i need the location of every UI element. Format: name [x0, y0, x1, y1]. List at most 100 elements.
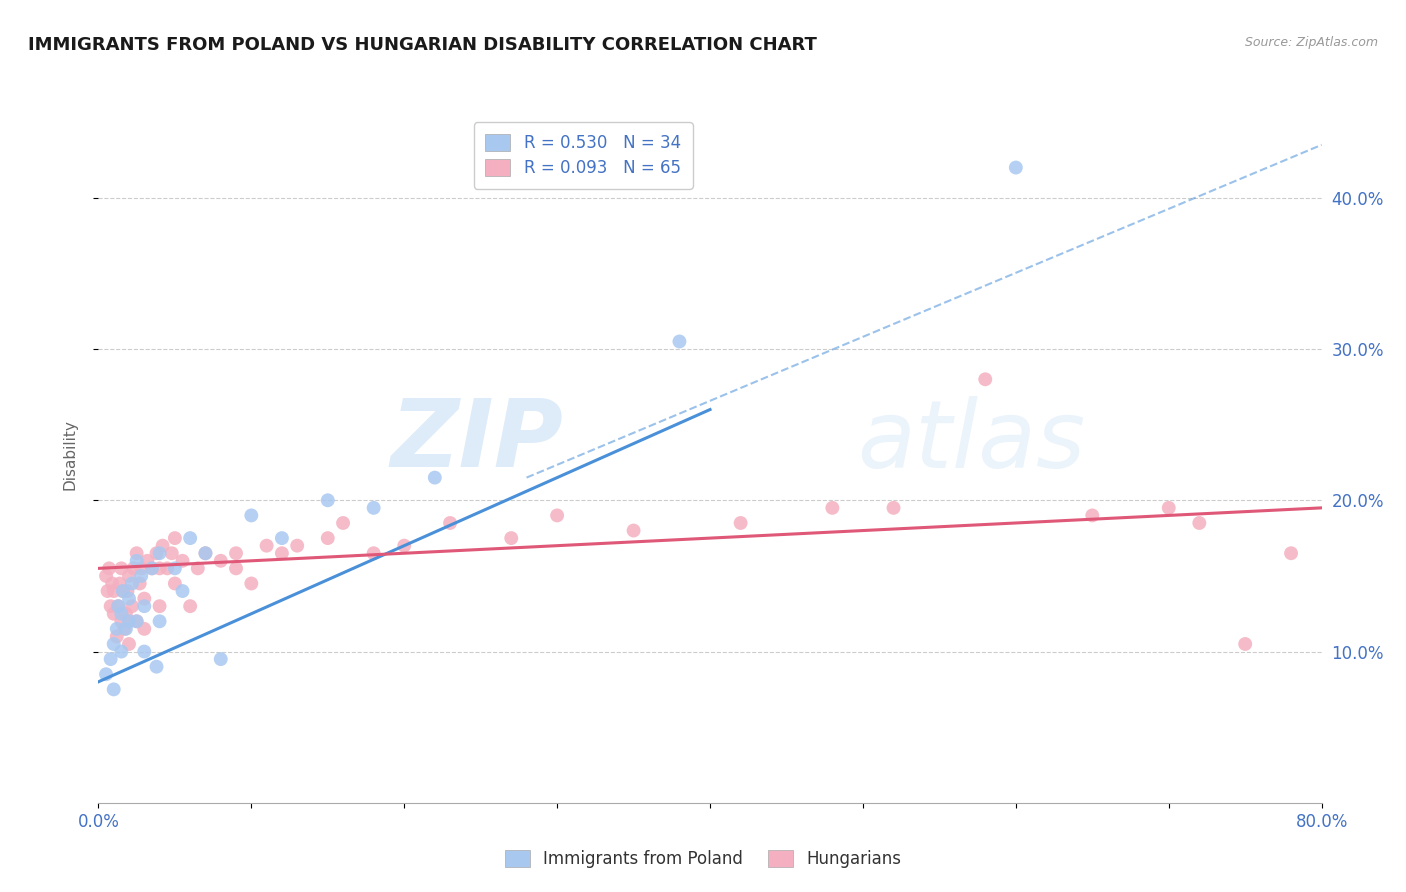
Point [363, 500, 385, 515]
Point [730, 516, 752, 530]
Point [225, 561, 247, 575]
Point [1234, 637, 1257, 651]
Point [94, 569, 117, 583]
Point [285, 539, 308, 553]
Point [110, 615, 132, 629]
Point [117, 584, 139, 599]
Point [974, 372, 997, 386]
Point [1188, 516, 1211, 530]
Legend: R = 0.530   N = 34, R = 0.093   N = 65: R = 0.530 N = 34, R = 0.093 N = 65 [474, 122, 693, 189]
Point [172, 554, 194, 568]
Point [134, 599, 156, 614]
Point [145, 659, 167, 673]
Point [103, 607, 125, 621]
Point [883, 500, 905, 515]
Point [94, 667, 117, 681]
Point [149, 561, 172, 575]
Point [134, 622, 156, 636]
Point [107, 599, 129, 614]
Point [107, 599, 129, 614]
Point [122, 561, 145, 575]
Point [172, 584, 194, 599]
Point [97, 584, 120, 599]
Point [163, 531, 186, 545]
Point [110, 607, 132, 621]
Point [121, 576, 143, 591]
Legend: Immigrants from Poland, Hungarians: Immigrants from Poland, Hungarians [498, 843, 908, 875]
Point [194, 546, 217, 560]
Point [1157, 500, 1180, 515]
Point [145, 546, 167, 560]
Point [100, 652, 122, 666]
Point [149, 546, 172, 560]
Point [209, 652, 232, 666]
Y-axis label: Disability: Disability [63, 419, 77, 491]
Point [141, 561, 163, 575]
Point [316, 531, 339, 545]
Point [125, 615, 148, 629]
Point [194, 546, 217, 560]
Point [270, 546, 292, 560]
Point [141, 561, 163, 575]
Point [546, 508, 568, 523]
Point [111, 584, 134, 599]
Point [105, 629, 128, 643]
Point [103, 584, 125, 599]
Point [152, 539, 174, 553]
Point [163, 576, 186, 591]
Point [363, 546, 385, 560]
Point [125, 554, 148, 568]
Point [240, 508, 263, 523]
Point [110, 644, 132, 658]
Point [125, 546, 148, 560]
Point [134, 591, 156, 606]
Point [100, 599, 122, 614]
Point [111, 584, 134, 599]
Point [149, 599, 172, 614]
Point [270, 531, 292, 545]
Text: IMMIGRANTS FROM POLAND VS HUNGARIAN DISABILITY CORRELATION CHART: IMMIGRANTS FROM POLAND VS HUNGARIAN DISA… [28, 36, 817, 54]
Point [163, 561, 186, 575]
Point [136, 554, 159, 568]
Point [118, 615, 141, 629]
Point [105, 622, 128, 636]
Point [149, 615, 172, 629]
Point [108, 576, 131, 591]
Point [134, 644, 156, 658]
Point [1081, 508, 1104, 523]
Point [103, 637, 125, 651]
Point [332, 516, 354, 530]
Point [121, 599, 143, 614]
Point [128, 576, 150, 591]
Point [115, 607, 138, 621]
Point [209, 554, 232, 568]
Text: atlas: atlas [856, 395, 1085, 486]
Point [179, 531, 201, 545]
Point [668, 334, 690, 349]
Point [118, 637, 141, 651]
Point [423, 470, 446, 484]
Point [256, 539, 278, 553]
Point [156, 561, 179, 575]
Point [118, 569, 141, 583]
Point [316, 493, 339, 508]
Point [392, 539, 416, 553]
Point [1279, 546, 1302, 560]
Point [118, 615, 141, 629]
Point [118, 591, 141, 606]
Text: ZIP: ZIP [391, 395, 564, 487]
Point [501, 531, 523, 545]
Point [439, 516, 461, 530]
Point [115, 622, 138, 636]
Point [187, 561, 209, 575]
Point [125, 615, 148, 629]
Point [129, 569, 152, 583]
Point [129, 561, 152, 575]
Point [179, 599, 201, 614]
Point [101, 576, 124, 591]
Point [103, 682, 125, 697]
Point [160, 546, 183, 560]
Point [240, 576, 263, 591]
Point [225, 546, 247, 560]
Point [112, 622, 135, 636]
